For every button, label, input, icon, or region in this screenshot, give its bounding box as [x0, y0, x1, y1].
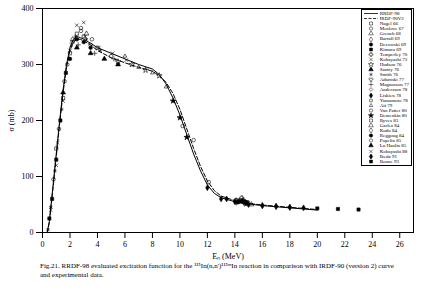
html-text:Temperley 70: Temperley 70	[379, 51, 408, 57]
svg-text:20: 20	[313, 240, 321, 249]
html-text:Hudson 76: Hudson 76	[379, 61, 402, 67]
svg-text:26: 26	[396, 240, 404, 249]
svg-text:2: 2	[68, 240, 72, 249]
html-text:Reggoug 84: Reggoug 84	[379, 133, 404, 139]
svg-text:Eₙ (MeV): Eₙ (MeV)	[212, 252, 244, 261]
svg-text:0: 0	[30, 228, 34, 237]
html-text:Decowski 69: Decowski 69	[379, 41, 406, 47]
html-text:Adamski 77: Adamski 77	[379, 77, 404, 83]
html-text:Popelin 85: Popelin 85	[379, 138, 402, 144]
html-text:Ait 79: Ait 79	[379, 102, 393, 108]
html-text:Kobayashi 73: Kobayashi 73	[379, 56, 408, 62]
html-text:Nagel 66: Nagel 66	[379, 21, 398, 27]
svg-text:200: 200	[22, 116, 34, 125]
html-text:Barrall 69: Barrall 69	[379, 36, 400, 42]
html-text:RRDF-98: RRDF-98	[379, 11, 400, 16]
html-text:Fig.21. RRDF-98 evaluated exci: Fig.21. RRDF-98 evaluated excitation fun…	[40, 262, 394, 279]
html-text:Liskien 78: Liskien 78	[379, 92, 401, 98]
svg-text:100: 100	[22, 172, 34, 181]
svg-text:22: 22	[341, 240, 349, 249]
html-text:Smith 76: Smith 76	[379, 72, 398, 78]
html-text:IRDF-90V2: IRDF-90V2	[379, 16, 404, 22]
html-text:Santry 76: Santry 76	[379, 67, 399, 72]
html-text:Ryves 83: Ryves 83	[379, 118, 399, 123]
svg-text:6: 6	[123, 240, 127, 249]
html-text:Magnusson 77: Magnusson 77	[379, 82, 409, 88]
html-text:Grench 68: Grench 68	[379, 31, 401, 37]
html-text:Bonne 93: Bonne 93	[379, 158, 399, 164]
svg-text:24: 24	[368, 240, 376, 249]
html-text:Van Patter 80: Van Patter 80	[379, 107, 407, 113]
html-text:Ikeda 91: Ikeda 91	[379, 153, 397, 159]
svg-text:4: 4	[95, 240, 99, 249]
svg-text:400: 400	[22, 4, 34, 13]
html-text:Kobayashi 88: Kobayashi 88	[379, 148, 408, 154]
html-text:Yamamoto 78: Yamamoto 78	[379, 97, 408, 103]
svg-text:0: 0	[41, 240, 45, 249]
html-text:Andersson 78: Andersson 78	[379, 87, 408, 93]
svg-text:14: 14	[231, 240, 239, 249]
html-text:Garlea 84: Garlea 84	[379, 123, 400, 129]
html-text:Kimura 69: Kimura 69	[379, 46, 402, 52]
svg-text:16: 16	[258, 240, 266, 249]
html-text:Kudo 84: Kudo 84	[379, 128, 398, 134]
svg-text:300: 300	[22, 60, 34, 69]
svg-text:12: 12	[203, 240, 211, 249]
svg-text:8: 8	[150, 240, 154, 249]
svg-text:σ (mb): σ (mb)	[7, 109, 16, 131]
svg-text:10: 10	[176, 240, 184, 249]
svg-text:18: 18	[286, 240, 294, 249]
html-text:Menlove 67: Menlove 67	[379, 26, 404, 32]
html-text:Lu Hanlin 85: Lu Hanlin 85	[379, 143, 407, 149]
html-text:Demenkin 80: Demenkin 80	[379, 112, 407, 118]
